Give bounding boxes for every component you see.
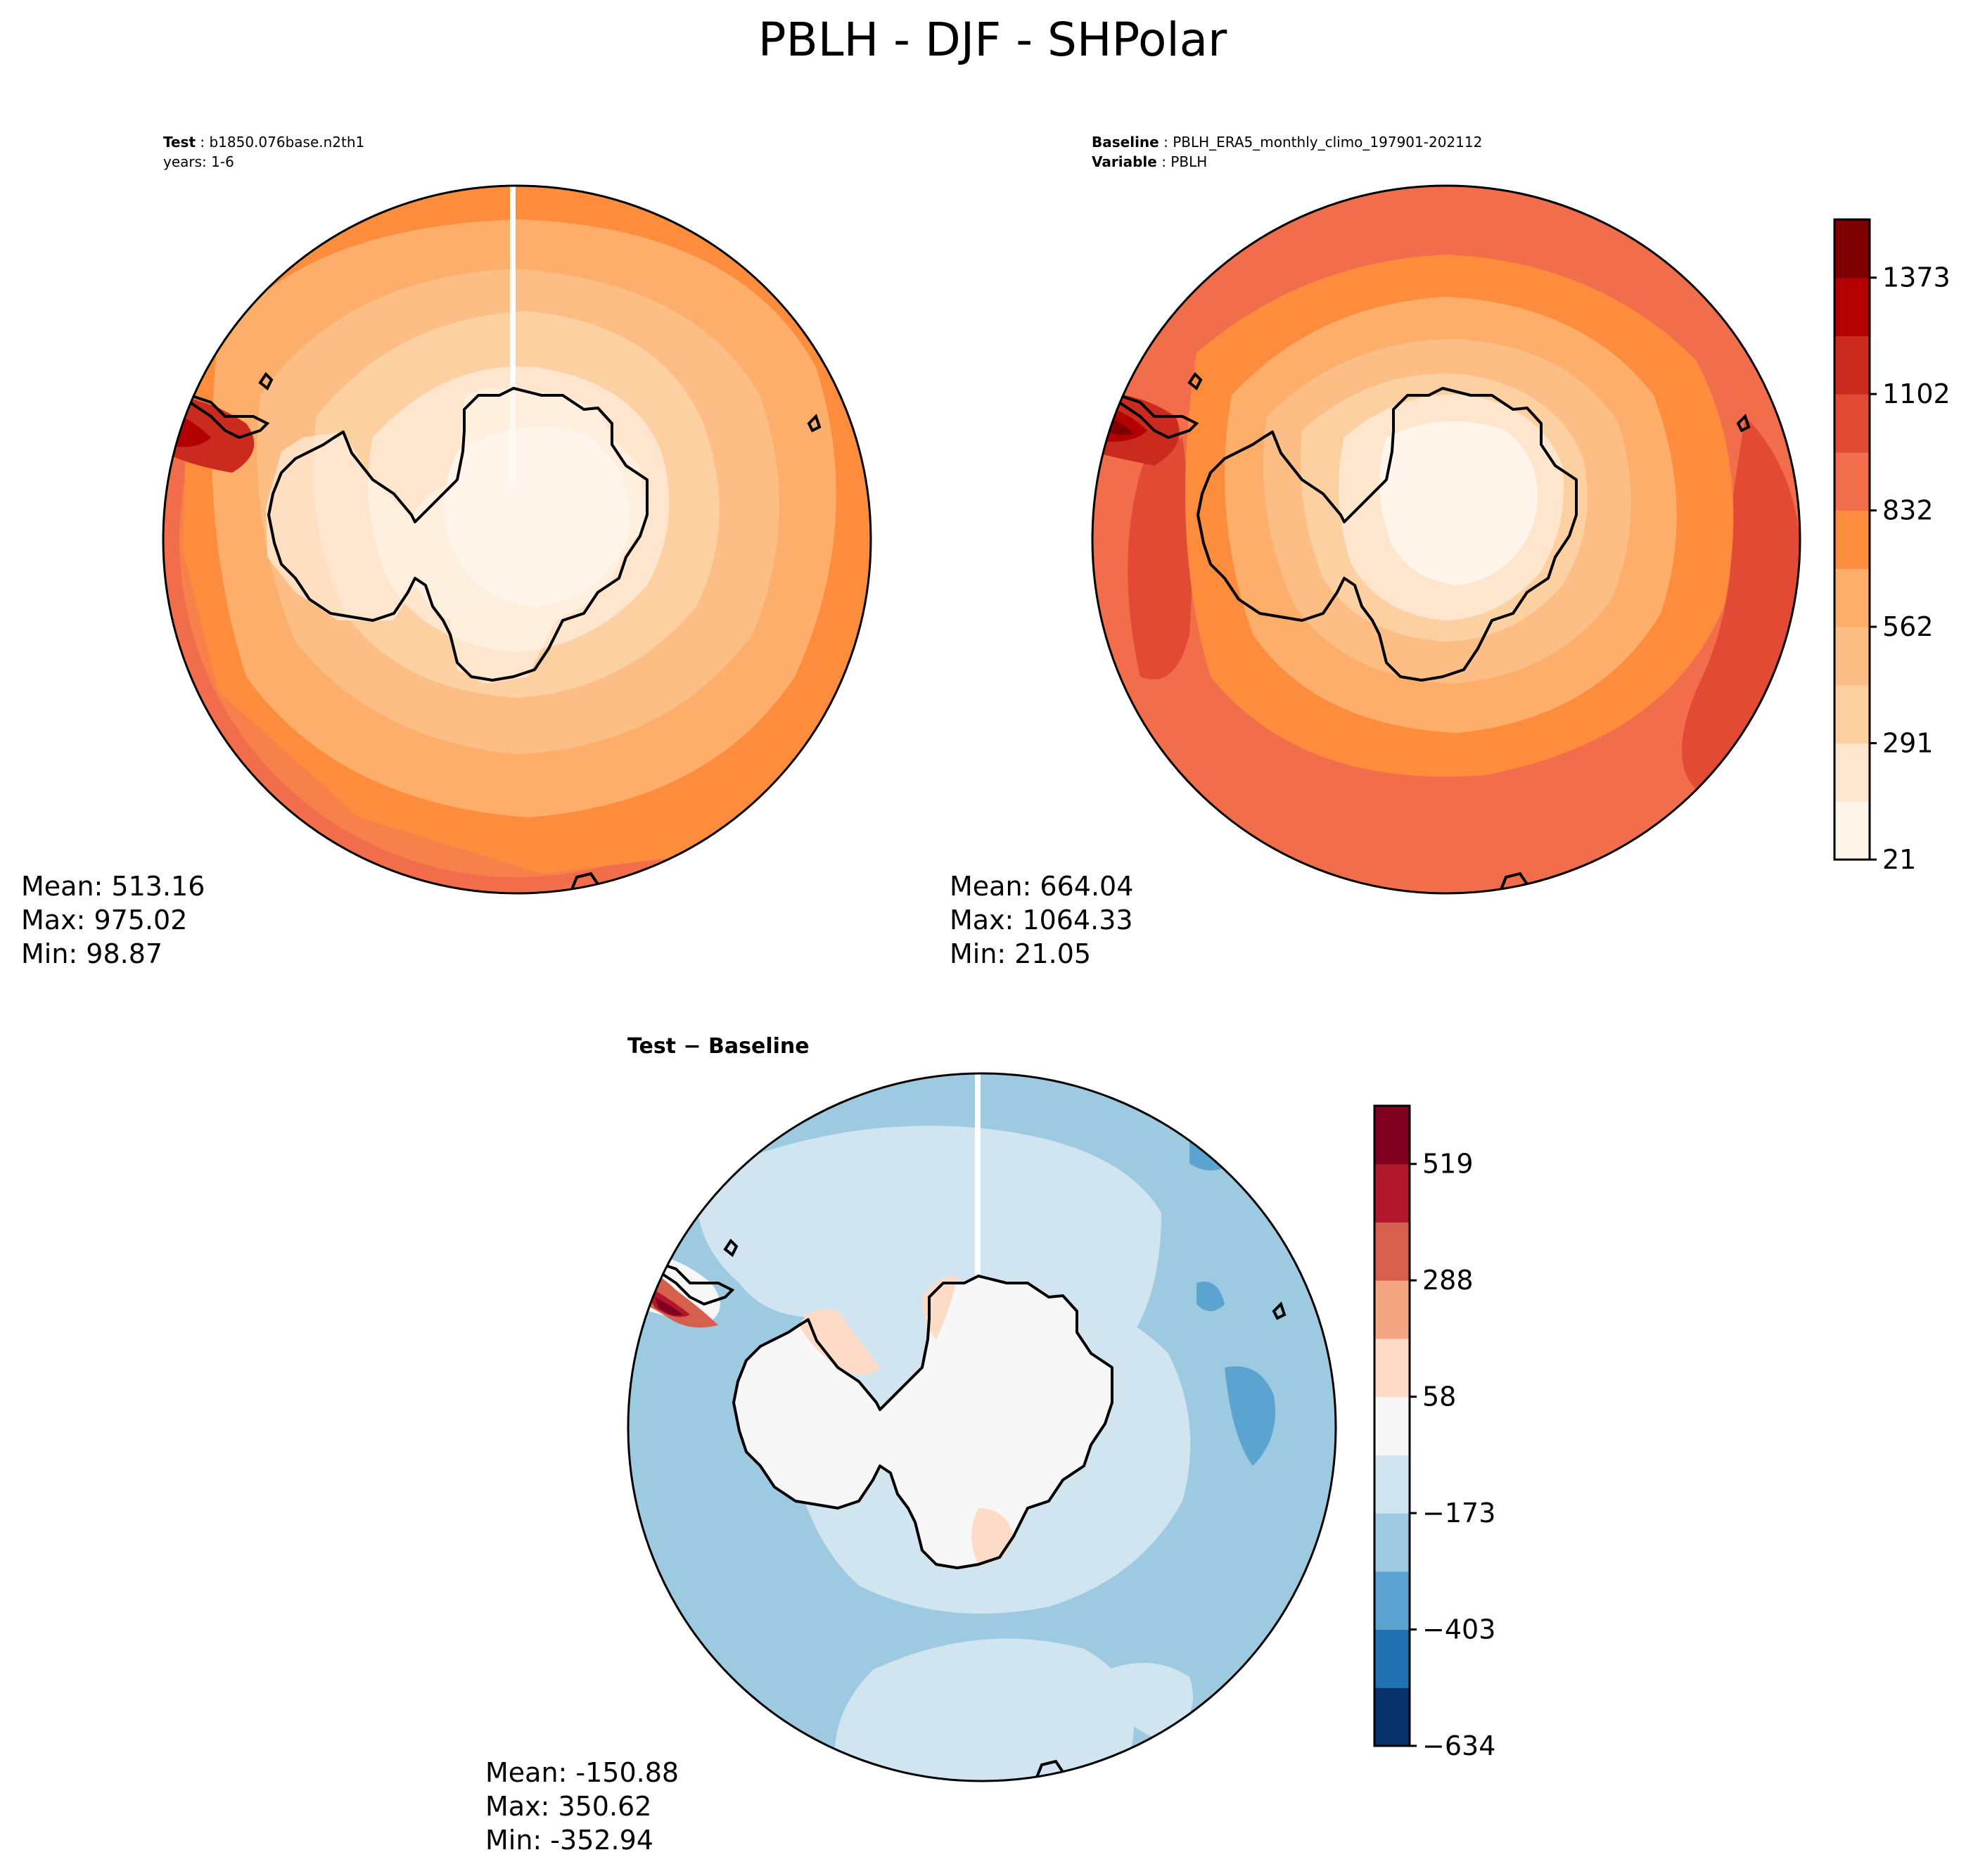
colorbar-tick-label: −403: [1422, 1614, 1495, 1645]
colorbar-segment: [1374, 1222, 1410, 1281]
test-min: Min: 98.87: [21, 938, 163, 969]
difference-colorbar: −634 −403 −173 58 288 519: [1373, 1104, 1495, 1761]
colorbar-segment: [1374, 1280, 1410, 1339]
colorbar-segment: [1374, 1629, 1410, 1688]
diff-max: Max: 350.62: [485, 1791, 652, 1822]
colorbar-tick-label: 21: [1882, 844, 1916, 875]
colorbar-segment: [1834, 627, 1870, 686]
colorbar-segment: [1374, 1396, 1410, 1455]
colorbar-segment: [1374, 1687, 1410, 1747]
colorbar-frame: [1833, 218, 1871, 861]
colorbar-segment: [1374, 1106, 1410, 1165]
variable-name: PBLH: [1170, 153, 1208, 170]
diff-mean: Mean: -150.88: [485, 1757, 679, 1788]
colorbar-tick-label: 519: [1422, 1149, 1474, 1180]
diff-min: Min: -352.94: [485, 1825, 653, 1856]
test-max: Max: 975.02: [21, 905, 188, 936]
colorbar-segment: [1834, 568, 1870, 627]
baseline-stats: Mean: 664.04 Max: 1064.33 Min: 21.05: [950, 869, 1133, 971]
colorbar-segment: [1834, 277, 1870, 336]
colorbar-tick-label: 1373: [1882, 262, 1951, 293]
colorbar-segment: [1834, 394, 1870, 453]
difference-polar-map: [627, 1072, 1337, 1782]
colorbar-segment: [1374, 1571, 1410, 1631]
colorbar-segment: [1834, 510, 1870, 569]
baseline-mean: Mean: 664.04: [950, 871, 1134, 902]
baseline-case-name: PBLH_ERA5_monthly_climo_197901-202112: [1173, 134, 1483, 151]
absolute-colorbar: 21 291 562 832 1102 1373: [1833, 218, 1951, 875]
test-stats: Mean: 513.16 Max: 975.02 Min: 98.87: [21, 869, 205, 971]
colorbar-segment: [1374, 1338, 1410, 1398]
test-label: Test: [163, 134, 196, 151]
figure-title: PBLH - DJF - SHPolar: [758, 13, 1227, 67]
variable-label: Variable: [1092, 153, 1157, 170]
colorbar-segment: [1834, 743, 1870, 802]
test-polar-map: [162, 184, 872, 895]
colorbar-tick-label: −173: [1422, 1498, 1495, 1529]
colorbar-tick-label: 288: [1422, 1265, 1474, 1296]
test-panel-header: Test : b1850.076base.n2th1 years: 1-6: [163, 134, 365, 170]
colorbar-tick-label: 1102: [1882, 378, 1951, 409]
colorbar-segment: [1834, 219, 1870, 279]
colorbar-segment: [1834, 452, 1870, 511]
test-mean: Mean: 513.16: [21, 871, 205, 902]
colorbar-segment: [1374, 1163, 1410, 1223]
colorbar-segment: [1834, 336, 1870, 395]
baseline-min: Min: 21.05: [950, 938, 1092, 969]
baseline-polar-map: [1091, 184, 1801, 895]
diff-stats: Mean: -150.88 Max: 350.62 Min: -352.94: [485, 1756, 679, 1857]
colorbar-tick-label: −634: [1422, 1730, 1495, 1761]
baseline-max: Max: 1064.33: [950, 905, 1133, 936]
colorbar-segment: [1374, 1455, 1410, 1514]
colorbar-segment: [1834, 801, 1870, 860]
diff-panel-title: Test − Baseline: [627, 1034, 810, 1059]
test-case-name: b1850.076base.n2th1: [209, 134, 365, 151]
colorbar-segment: [1834, 684, 1870, 744]
baseline-label: Baseline: [1092, 134, 1159, 151]
test-years: years: 1-6: [163, 153, 234, 170]
colorbar-tick-label: 58: [1422, 1382, 1456, 1412]
colorbar-segment: [1374, 1513, 1410, 1572]
colorbar-frame: [1373, 1104, 1411, 1747]
baseline-panel-header: Baseline : PBLH_ERA5_monthly_climo_19790…: [1092, 134, 1483, 170]
colorbar-tick-label: 562: [1882, 611, 1934, 642]
colorbar-tick-label: 291: [1882, 728, 1934, 759]
colorbar-tick-label: 832: [1882, 495, 1934, 526]
